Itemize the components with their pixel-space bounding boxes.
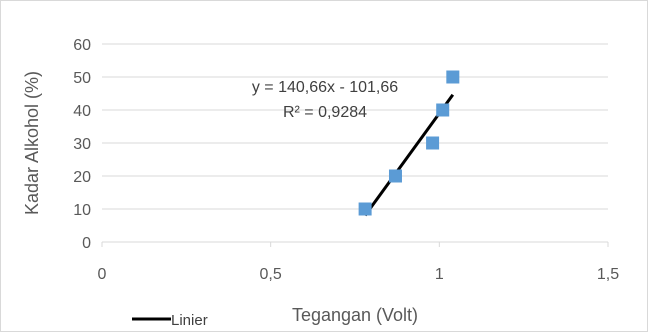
x-tick-label: 0,5 [260,266,282,283]
y-tick-label: 10 [73,202,91,219]
y-axis-title: Kadar Alkohol (%) [22,71,42,215]
data-point [436,103,450,117]
x-tick-label: 1,5 [597,266,619,283]
trendline-r-squared: R² = 0,9284 [283,104,367,121]
legend: Linier [132,312,208,329]
y-tick-label: 60 [73,37,91,54]
data-point [388,169,402,183]
trendline-equation: y = 140,66x - 101,66 [252,79,398,96]
y-axis-ticks: 0 10 20 30 40 50 60 [73,37,91,252]
scatter-chart: 0 10 20 30 40 50 60 0 0,5 1 1,5 y = 140,66x - 101… [22,37,619,329]
y-tick-label: 50 [73,70,91,87]
gridlines [102,43,608,210]
y-tick-label: 0 [82,235,91,252]
x-tick-label: 1 [435,266,444,283]
data-point [426,136,440,150]
data-point [446,70,460,84]
legend-label: Linier [171,312,208,329]
y-tick-label: 20 [73,169,91,186]
data-point [358,202,372,216]
x-axis-ticks: 0 0,5 1 1,5 [98,242,619,283]
y-tick-label: 40 [73,103,91,120]
x-axis-title: Tegangan (Volt) [292,305,418,325]
data-points [358,70,460,216]
y-tick-label: 30 [73,136,91,153]
x-tick-label: 0 [98,266,107,283]
